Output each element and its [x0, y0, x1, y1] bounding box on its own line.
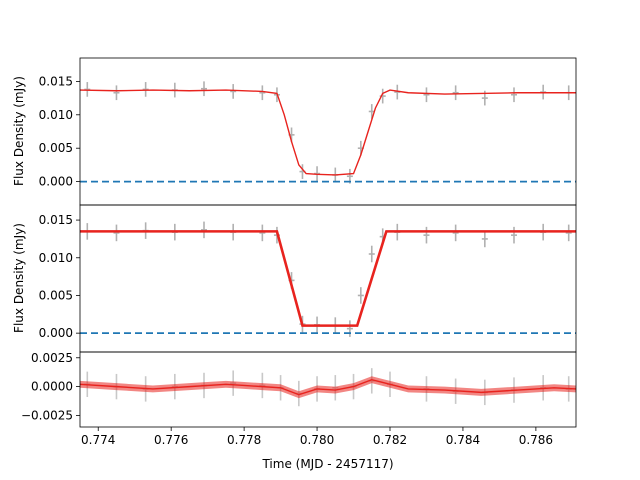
middle-y-tick-label: 0.015	[39, 213, 73, 227]
x-tick-label: 0.784	[446, 433, 480, 447]
panel-middle: 0.000 0.005 0.010 0.015 Flux Density (mJy)	[12, 204, 577, 353]
panel-bottom-plot-area	[80, 368, 576, 407]
x-tick-label: 0.778	[227, 433, 261, 447]
x-tick-label: 0.776	[154, 433, 188, 447]
x-tick-label: 0.782	[373, 433, 407, 447]
top-y-ticks: 0.000 0.005 0.010 0.015	[39, 74, 80, 189]
x-tick-label: 0.774	[81, 433, 115, 447]
panel-top: 0.000 0.005 0.010 0.015 Flux Density (mJy)	[12, 57, 577, 206]
bottom-y-tick-label: 0.0025	[31, 351, 73, 365]
bottom-y-tick-label: 0.0000	[31, 380, 73, 394]
top-y-tick-label: 0.005	[39, 141, 73, 155]
top-y-axis-label: Flux Density (mJy)	[12, 76, 26, 186]
top-y-tick-label: 0.010	[39, 108, 73, 122]
middle-y-axis-label: Flux Density (mJy)	[12, 223, 26, 333]
panel-bottom-frame	[79, 351, 577, 428]
top-model-line	[80, 89, 576, 176]
panel-middle-frame	[79, 204, 577, 353]
x-tick-label: 0.780	[300, 433, 334, 447]
x-tick-label: 0.786	[519, 433, 553, 447]
middle-model-line	[80, 230, 576, 327]
top-y-tick-label: 0.000	[39, 175, 73, 189]
top-y-tick-label: 0.015	[39, 74, 73, 88]
middle-y-tick-label: 0.005	[39, 288, 73, 302]
middle-y-tick-label: 0.000	[39, 326, 73, 340]
bottom-model-line	[80, 378, 576, 396]
bottom-y-ticks: −0.0025 0.0000 0.0025	[21, 351, 80, 422]
panel-middle-plot-area	[80, 221, 576, 337]
panel-top-frame	[79, 57, 577, 206]
middle-y-ticks: 0.000 0.005 0.010 0.015	[39, 213, 80, 340]
bottom-y-tick-label: −0.0025	[21, 408, 73, 422]
middle-y-tick-label: 0.010	[39, 251, 73, 265]
panel-bottom: −0.0025 0.0000 0.0025 0.774 0.776 0.778 0.780…	[21, 351, 577, 471]
panel-top-plot-area	[80, 81, 576, 184]
x-axis-label: Time (MJD - 2457117)	[261, 457, 393, 471]
bottom-model-band	[80, 376, 576, 399]
bottom-x-ticks: 0.774 0.776 0.778 0.780 0.782 0.784 0.786	[81, 427, 553, 447]
middle-data-points	[84, 221, 572, 337]
top-data-points	[84, 81, 572, 184]
